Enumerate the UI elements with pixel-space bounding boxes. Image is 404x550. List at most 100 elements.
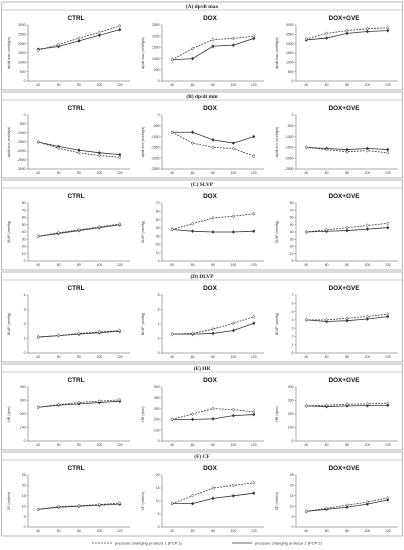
- y-tick-label: -2500: [151, 167, 160, 171]
- panel-b-dp-dt-min-dox: DOX 0 -500 -1000 -1500 -2000 -2500 40 60 80 100 120…: [141, 105, 264, 175]
- x-tick-label: 120: [117, 355, 123, 359]
- x-tick-label: 60: [57, 171, 61, 175]
- x-tick-label: 100: [365, 83, 371, 87]
- x-tick-label: 100: [97, 355, 103, 359]
- data-point: [118, 222, 122, 226]
- data-point: [232, 494, 235, 498]
- data-point: [118, 155, 122, 159]
- data-point: [304, 318, 308, 322]
- x-tick-label: 40: [170, 443, 174, 447]
- y-tick-label: 0: [158, 351, 160, 355]
- panel-f-cf-dox-gve: DOX+GVE 0 5 10 15 20 25 40 60 80 100 120 CF (ml/min): [275, 465, 398, 533]
- section-c-slvp: (C) SLVP: [1, 179, 403, 271]
- y-tick-label: 7: [292, 293, 294, 297]
- series-pcp1-line: [172, 316, 254, 335]
- x-tick-label: 60: [325, 83, 329, 87]
- x-tick-label: 120: [251, 171, 257, 175]
- x-tick-label: 60: [325, 355, 329, 359]
- panel-c-slvp-ctrl: CTRL 0 10 20 30 40 50 60 70 80 40 60 80 100 120 SLVP (m…: [7, 193, 130, 267]
- data-point: [366, 227, 369, 231]
- y-axis-label: dp/dt max (mmHg/s): [141, 37, 145, 69]
- x-tick-label: 80: [345, 443, 349, 447]
- panel-title: CTRL: [67, 105, 84, 112]
- data-point: [232, 408, 235, 411]
- y-tick-label: 40: [156, 226, 160, 230]
- panel-title: CTRL: [67, 377, 84, 384]
- series-pcp1-line: [38, 330, 120, 338]
- data-point: [118, 153, 122, 156]
- data-point: [252, 135, 256, 138]
- section-frame: [1, 363, 403, 451]
- section-title: (B) dp/dt min: [186, 93, 217, 100]
- x-tick-label: 40: [36, 443, 40, 447]
- data-point: [252, 481, 256, 485]
- y-tick-label: 3000: [286, 23, 294, 27]
- x-tick-label: 80: [211, 355, 215, 359]
- y-tick-label: 200: [154, 418, 160, 422]
- y-tick-label: 80: [290, 201, 294, 205]
- x-tick-label: 120: [385, 83, 391, 87]
- x-tick-label: 60: [191, 263, 195, 267]
- x-tick-label: 80: [345, 83, 349, 87]
- x-tick-label: 120: [251, 355, 257, 359]
- x-tick-label: 80: [211, 171, 215, 175]
- y-tick-label: 1000: [286, 61, 294, 65]
- y-tick-label: 5: [158, 512, 160, 516]
- series-pcp1-line: [172, 131, 254, 157]
- series-pcp1-line: [306, 402, 388, 407]
- series-pcp1-line: [306, 147, 388, 154]
- y-tick-label: 2: [292, 335, 294, 339]
- data-point: [211, 327, 215, 331]
- data-point: [366, 27, 369, 31]
- y-tick-label: 0: [158, 439, 160, 443]
- data-point: [118, 329, 122, 332]
- y-tick-label: 0: [24, 113, 26, 117]
- y-tick-label: 60: [290, 216, 294, 220]
- y-tick-label: 30: [156, 234, 160, 238]
- data-point: [98, 31, 101, 34]
- y-tick-label: 500: [154, 68, 160, 72]
- data-point: [211, 146, 215, 149]
- data-point: [191, 47, 194, 50]
- data-point: [191, 332, 194, 335]
- data-point: [57, 43, 60, 46]
- data-point: [191, 502, 194, 505]
- data-point: [232, 414, 235, 417]
- y-axis-label: SLVP (mmHg): [7, 221, 11, 243]
- x-tick-label: 40: [304, 83, 308, 87]
- data-point: [191, 222, 194, 226]
- y-axis-label: HR (bpm): [141, 406, 145, 421]
- data-point: [232, 230, 235, 234]
- x-tick-label: 40: [304, 529, 308, 533]
- section-frame: [1, 271, 403, 363]
- section-d-dlvp: (D) DLVP: [1, 271, 403, 363]
- x-tick-label: 40: [170, 171, 174, 175]
- y-tick-label: 0: [292, 79, 294, 83]
- data-point: [325, 148, 328, 151]
- data-point: [77, 228, 81, 232]
- y-tick-label: 100: [288, 426, 294, 430]
- y-tick-label: 60: [156, 209, 160, 213]
- panel-b-dp-dt-min-ctrl: CTRL 0 -500 -1000 -1500 -2000 -2500 -3000 40 60 80…: [7, 105, 130, 175]
- y-tick-label: 40: [290, 230, 294, 234]
- data-point: [191, 141, 194, 145]
- y-tick-label: 10: [290, 252, 294, 256]
- data-point: [345, 150, 349, 154]
- series-pcp1-line: [306, 27, 388, 40]
- x-tick-label: 120: [251, 443, 257, 447]
- data-point: [57, 231, 60, 235]
- data-point: [191, 494, 194, 498]
- data-point: [345, 226, 349, 229]
- y-tick-label: 5: [24, 515, 26, 519]
- y-tick-label: 80: [22, 201, 26, 205]
- y-tick-label: 400: [20, 385, 26, 389]
- x-tick-label: 100: [97, 443, 103, 447]
- x-tick-label: 60: [191, 83, 195, 87]
- x-tick-label: 120: [385, 263, 391, 267]
- y-tick-label: 2500: [18, 33, 26, 37]
- data-point: [77, 39, 81, 43]
- section-frame: [1, 1, 403, 91]
- y-tick-label: 300: [288, 399, 294, 403]
- y-tick-label: 20: [22, 484, 26, 488]
- panel-a-dp-dt-max-dox-gve: DOX+GVE 0 500 1000 1500 2000 2500 3000 40 60 80 100…: [275, 15, 398, 87]
